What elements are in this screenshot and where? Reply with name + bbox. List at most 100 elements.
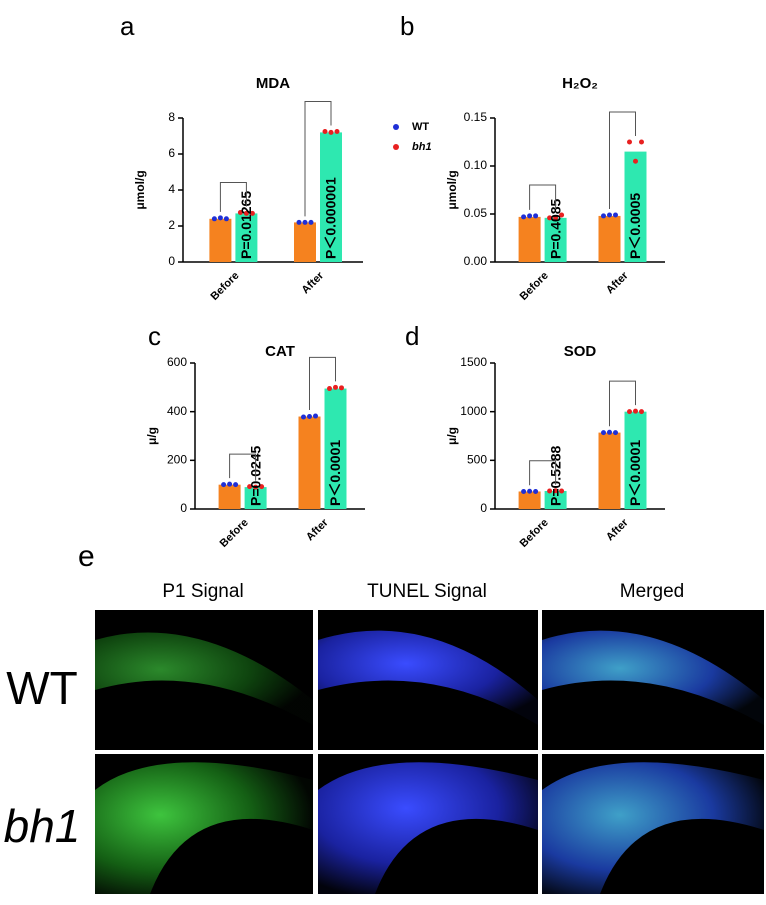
data-point	[334, 129, 340, 134]
data-point	[601, 430, 606, 436]
y-tick-label: 600	[167, 355, 187, 369]
significance-bracket	[229, 453, 257, 481]
x-tick-label: After	[604, 269, 631, 296]
row-label: WT	[6, 662, 78, 714]
x-tick-label: Before	[218, 517, 251, 550]
y-tick-label: 8	[168, 110, 175, 124]
data-point	[559, 488, 565, 494]
y-axis-label: μ/g	[445, 427, 459, 445]
data-point	[313, 413, 318, 419]
data-point	[547, 488, 553, 494]
data-point	[308, 219, 314, 225]
p-value: P＜0.0005	[627, 193, 643, 259]
data-point	[633, 408, 638, 414]
y-tick-label: 0	[168, 254, 175, 268]
data-point	[211, 216, 217, 222]
data-point	[339, 385, 344, 391]
bar	[518, 216, 541, 262]
column-title: Merged	[620, 581, 684, 602]
significance-bracket	[609, 380, 636, 427]
bar	[624, 411, 647, 509]
p-value: P＜0.000001	[323, 177, 339, 259]
legend-marker	[393, 124, 399, 130]
y-tick-label: 4	[168, 182, 175, 196]
image	[95, 632, 313, 725]
data-point	[613, 430, 618, 436]
bar	[324, 388, 347, 509]
data-point	[601, 213, 606, 219]
legend-label: bh1	[412, 141, 432, 153]
bar	[235, 213, 258, 262]
column-title: TUNEL Signal	[367, 581, 487, 602]
y-tick-label: 500	[467, 453, 487, 467]
chart-title: SOD	[564, 343, 597, 360]
bar	[209, 218, 232, 262]
data-point	[249, 210, 255, 216]
significance-bracket	[609, 111, 636, 209]
p-value: P＜0.0001	[327, 440, 343, 506]
data-point	[333, 384, 338, 390]
data-point	[227, 481, 233, 487]
legend-marker	[393, 144, 399, 150]
micrographs	[95, 610, 764, 894]
data-point	[243, 210, 249, 216]
significance-bracket	[529, 460, 557, 486]
column-title: P1 Signal	[162, 581, 243, 602]
y-tick-label: 200	[167, 453, 187, 467]
significance-bracket	[529, 184, 557, 210]
data-point	[521, 214, 527, 220]
y-tick-label: 0.05	[464, 206, 488, 220]
bar	[294, 222, 316, 262]
data-point	[553, 488, 559, 494]
data-point	[533, 488, 539, 494]
y-tick-label: 400	[167, 404, 187, 418]
data-point	[613, 212, 618, 218]
bar	[298, 416, 321, 509]
data-point	[221, 482, 227, 488]
x-tick-label: After	[604, 516, 631, 543]
panel-label: a	[120, 11, 135, 41]
x-tick-label: After	[304, 516, 331, 543]
data-point	[223, 216, 229, 222]
data-point	[639, 409, 644, 415]
panel-label: b	[400, 11, 414, 41]
y-axis-label: μmol/g	[133, 170, 147, 209]
p-value: P=0.01265	[238, 191, 254, 259]
chart-title: CAT	[265, 343, 295, 360]
bar	[544, 217, 567, 262]
data-point	[233, 482, 239, 488]
data-point	[217, 215, 223, 221]
data-point	[527, 213, 533, 219]
x-tick-label: After	[300, 269, 327, 296]
image	[318, 630, 538, 725]
data-point	[607, 429, 612, 435]
data-point	[296, 219, 302, 225]
data-point	[327, 386, 332, 392]
data-point	[328, 129, 334, 135]
image	[542, 630, 764, 725]
y-tick-label: 0	[480, 501, 487, 515]
bar	[598, 432, 621, 509]
p-value: P=0.4085	[547, 198, 563, 259]
x-tick-label: Before	[518, 517, 551, 550]
y-tick-label: 1000	[460, 404, 487, 418]
row-label: bh1	[4, 800, 81, 852]
image	[318, 762, 538, 894]
y-axis-label: μ/g	[145, 427, 159, 445]
data-point	[553, 215, 559, 221]
bar	[544, 490, 567, 509]
data-point	[607, 212, 612, 218]
data-point	[633, 158, 638, 164]
image	[95, 762, 313, 894]
data-point	[521, 488, 527, 494]
significance-bracket	[219, 182, 247, 212]
y-tick-label: 6	[168, 146, 175, 160]
significance-bracket	[309, 356, 336, 411]
chart-title: H₂O₂	[562, 75, 598, 92]
data-point	[627, 139, 632, 145]
panel-label: d	[405, 321, 419, 351]
significance-bracket	[304, 101, 332, 217]
legend-label: WT	[412, 121, 429, 133]
y-tick-label: 0	[180, 501, 187, 515]
